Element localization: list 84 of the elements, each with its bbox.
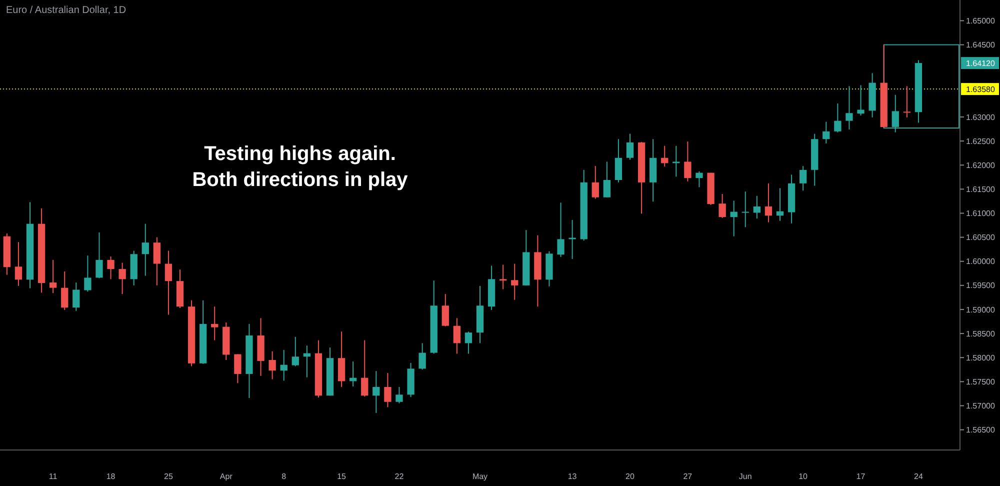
candlestick [511, 263, 518, 300]
candlestick [453, 318, 460, 354]
y-tick-label: 1.60000 [966, 257, 996, 266]
x-tick-label: 8 [282, 472, 287, 481]
candlestick [764, 182, 772, 223]
candlestick [730, 200, 738, 237]
candlestick [280, 349, 288, 382]
x-tick-label: 20 [626, 472, 635, 481]
candlestick [61, 270, 68, 310]
candlestick [718, 193, 726, 219]
y-tick-label: 1.59500 [966, 281, 996, 290]
candlestick [857, 84, 864, 116]
candlestick [107, 256, 114, 280]
candlestick [626, 133, 634, 160]
y-tick-label: 1.63000 [966, 112, 996, 122]
candlestick [50, 259, 57, 294]
x-tick-label: 25 [164, 472, 174, 481]
candlestick [338, 331, 346, 388]
y-tick-label: 1.58000 [966, 353, 996, 362]
candlestick [234, 354, 242, 384]
x-tick-label: 15 [337, 472, 347, 481]
y-tick-label: 1.57000 [966, 402, 996, 411]
candlestick [603, 161, 610, 198]
x-tick-label: May [472, 472, 488, 481]
x-tick-label: 13 [568, 472, 578, 481]
y-tick-label: 1.57500 [966, 377, 996, 386]
y-tick-label: 1.61000 [966, 209, 996, 218]
x-tick-label: 17 [856, 472, 866, 481]
candlestick [361, 340, 368, 398]
candlestick [96, 232, 103, 279]
y-tick-label: 1.65000 [966, 16, 996, 26]
candlestick [834, 102, 842, 133]
candlestick [153, 236, 160, 286]
candlestick [164, 250, 172, 316]
x-tick-label: 18 [106, 472, 116, 481]
candlestick [142, 223, 149, 276]
y-tick-label: 1.62500 [966, 136, 996, 146]
x-tick-label: 11 [48, 472, 58, 481]
candlestick [14, 242, 22, 286]
candlestick [776, 188, 784, 222]
candlestick [418, 342, 426, 370]
text: Euro / Australian Dollar, 1D [6, 5, 126, 16]
y-tick-label: 1.64500 [966, 40, 996, 50]
candlestick [661, 145, 668, 168]
candlestick [442, 294, 449, 327]
x-tick-label: 22 [394, 472, 404, 481]
candlestick [800, 166, 807, 192]
candlestick [384, 372, 392, 408]
x-tick-label: Apr [220, 472, 233, 481]
candlestick [500, 264, 507, 290]
candlestick [396, 386, 403, 404]
candlestick [292, 336, 299, 367]
x-tick-label: 27 [683, 472, 693, 481]
x-tick-label: Jun [738, 472, 752, 481]
candlestick [684, 140, 692, 182]
candlestick [892, 94, 899, 133]
x-tick-label: 24 [914, 472, 924, 481]
candlestick [211, 306, 218, 341]
text: 1.64120 [966, 58, 996, 68]
y-tick-label: 1.59000 [966, 305, 996, 314]
y-tick-label: 1.62000 [966, 160, 996, 170]
ref-line-label: 1.63580 [966, 84, 996, 94]
candlestick [846, 86, 853, 130]
candlestick [822, 121, 830, 144]
candlestick [753, 195, 760, 220]
candlestick [464, 331, 472, 354]
y-tick-label: 1.61500 [966, 184, 996, 194]
y-tick-label: 1.58500 [966, 329, 996, 338]
candlestick [614, 138, 622, 183]
candlestick [742, 191, 749, 228]
candlestick [696, 170, 703, 188]
candlestick [84, 255, 92, 292]
candlestick [903, 86, 910, 118]
candlestick [557, 202, 564, 258]
annotation: Testing highs again. Both directions in play [192, 143, 409, 191]
candlestick [672, 145, 680, 178]
candlestick [118, 262, 126, 295]
candlestick [372, 370, 380, 414]
x-tick-label: 10 [798, 472, 808, 481]
candlestick [592, 166, 599, 200]
candlestick [268, 350, 276, 380]
y-tick-label: 1.56500 [966, 426, 996, 435]
candlestick [72, 282, 80, 312]
y-tick-label: 1.60500 [966, 233, 996, 242]
